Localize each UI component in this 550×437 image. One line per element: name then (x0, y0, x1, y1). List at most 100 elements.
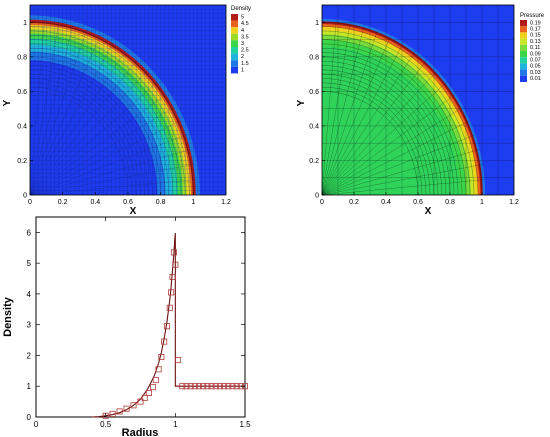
data-point-square (163, 323, 170, 330)
legend-swatch (520, 51, 527, 58)
mesh-spoke (322, 35, 392, 195)
legend-swatch (520, 20, 527, 27)
mesh-spoke (322, 42, 404, 195)
mesh-spoke (30, 120, 182, 195)
mesh-spoke (30, 149, 191, 195)
legend-level-label: 1 (241, 67, 244, 73)
legend-level-label: 0.07 (530, 58, 541, 64)
y-tick-label: 0.2 (309, 158, 319, 165)
y-tick-label: 0.6 (17, 89, 27, 96)
legend-level-label: 5 (241, 15, 244, 21)
data-point-square (212, 383, 219, 390)
legend-level-label: 0.19 (530, 20, 541, 26)
x-tick-label: 0 (34, 420, 39, 429)
y-tick-label: 3 (27, 321, 32, 330)
data-point-square (161, 338, 168, 345)
data-point-square (196, 383, 203, 390)
pressure-x-axis-label: X (425, 206, 432, 217)
data-point-square (123, 405, 130, 412)
data-point-square (225, 383, 232, 390)
data-point-square (204, 383, 211, 390)
mesh-spoke (322, 19, 337, 195)
data-point-square (172, 261, 179, 268)
mesh-spoke (322, 81, 448, 195)
legend-swatch (231, 66, 238, 74)
data-point-square (145, 389, 152, 396)
legend-level-label: 0.01 (530, 76, 541, 82)
data-point-square (130, 402, 137, 409)
x-tick-label: 0.5 (100, 420, 112, 429)
mesh-spoke (30, 134, 187, 195)
y-tick-label: 0 (27, 413, 32, 422)
radius-y-ticks: 0 1 2 3 4 5 6 (27, 228, 245, 422)
pressure-mesh-lines (322, 5, 514, 195)
data-point-square (221, 383, 228, 390)
mesh-spoke (30, 179, 196, 195)
x-tick-label: 0.4 (381, 199, 391, 206)
legend-level-label: 3.5 (241, 34, 249, 40)
legend-level-label: 2 (241, 54, 244, 60)
mesh-spoke (322, 59, 428, 195)
data-point-square (152, 377, 159, 384)
legend-level-label: 0.11 (530, 45, 540, 51)
mesh-spoke (30, 19, 45, 195)
data-point-square (233, 383, 240, 390)
x-tick-label: 1.5 (239, 420, 251, 429)
data-point-square (191, 383, 198, 390)
data-point-square (216, 383, 223, 390)
density-y-axis-label: Y (2, 99, 13, 106)
mesh-spoke (322, 93, 456, 195)
pressure-contour-chart: 0 0.2 0.4 0.6 0.8 1 1.2 0 0.2 0.4 0.6 0.8 1 X Y Pre… (296, 4, 545, 217)
y-tick-label: 0 (315, 193, 319, 200)
legend-level-label: 0.15 (530, 33, 541, 39)
density-y-ticks: 0 0.2 0.4 0.6 0.8 1 (17, 20, 33, 200)
mesh-spoke (30, 81, 158, 195)
legend-swatch (520, 26, 527, 33)
mesh-spoke (322, 106, 464, 195)
legend-swatch (520, 57, 527, 64)
legend-swatch (231, 20, 238, 28)
density-x-ticks: 0 0.2 0.4 0.6 0.8 1 1.2 (28, 192, 231, 206)
y-tick-label: 0.6 (309, 89, 319, 96)
legend-swatch (231, 47, 238, 54)
pressure-legend: Pressure 0.190.170.150.130.110.090.070.0… (520, 13, 545, 82)
data-point-square (137, 398, 144, 405)
y-tick-label: 4 (27, 290, 32, 299)
data-point-square (109, 410, 116, 417)
y-tick-label: 1 (27, 382, 32, 391)
data-point-square (168, 289, 175, 296)
legend-swatch (231, 14, 238, 21)
mesh-spoke (30, 106, 175, 195)
y-tick-label: 6 (27, 228, 32, 237)
pressure-legend-title: Pressure (520, 13, 545, 19)
radius-x-ticks: 0 0.5 1 1.5 (34, 217, 251, 429)
y-tick-label: 0.4 (309, 123, 319, 130)
mesh-spoke (322, 70, 438, 195)
density-radius-chart: 0 0.5 1 1.5 0 1 2 3 4 5 6 Radius Density (2, 216, 251, 437)
pressure-y-axis-label: Y (296, 99, 307, 106)
data-point-square (179, 383, 186, 390)
mesh-spoke (30, 24, 74, 195)
legend-swatch (231, 40, 238, 47)
y-tick-label: 0.4 (17, 123, 27, 130)
y-tick-label: 1 (23, 20, 27, 27)
mesh-spoke (30, 35, 101, 195)
data-point-square (170, 249, 177, 256)
legend-swatch (520, 38, 527, 45)
legend-swatch (520, 63, 527, 70)
x-tick-label: 0.8 (156, 199, 166, 206)
legend-swatch (520, 32, 527, 39)
pressure-x-ticks: 0 0.2 0.4 0.6 0.8 1 1.2 (320, 192, 519, 206)
mesh-spoke (322, 21, 351, 195)
radius-x-axis-label: Radius (122, 427, 159, 437)
x-tick-label: 0.8 (445, 199, 455, 206)
legend-level-label: 0.13 (530, 39, 541, 45)
density-legend-title: Density (231, 6, 251, 12)
data-point-square (200, 383, 207, 390)
legend-swatch (231, 60, 238, 67)
legend-level-label: 0.09 (530, 51, 541, 57)
mesh-spoke (30, 21, 60, 195)
radius-y-axis-label: Density (2, 296, 14, 337)
mesh-spoke (322, 134, 476, 195)
